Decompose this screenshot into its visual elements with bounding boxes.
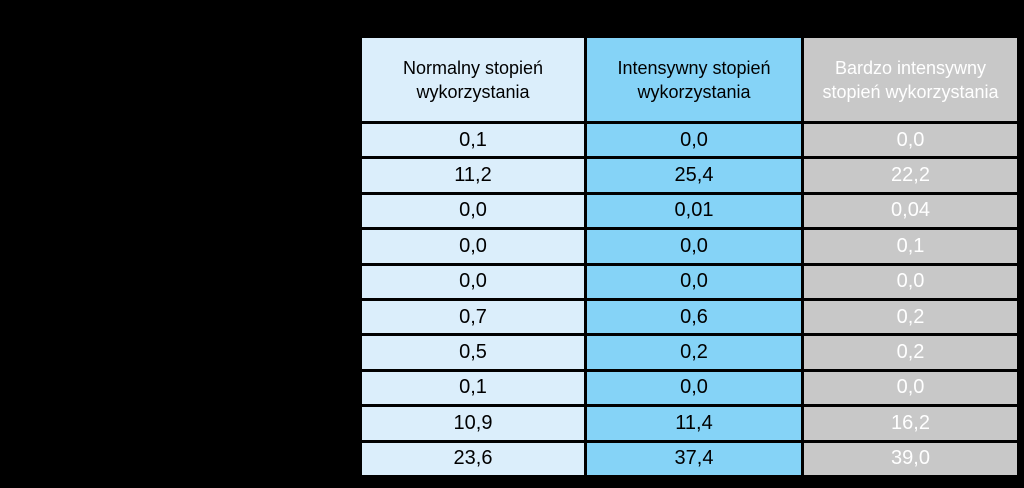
table-cell: 37,4 xyxy=(587,442,804,478)
table-cell: 25,4 xyxy=(587,159,804,195)
table-cell: 0,0 xyxy=(587,265,804,301)
usage-table: Normalny stopień wykorzystania Intensywny… xyxy=(362,38,1020,478)
table-cell: 23,6 xyxy=(362,442,587,478)
column-header-3: Bardzo intensywny stopień wykorzystania xyxy=(804,38,1020,124)
table-cell: 22,2 xyxy=(804,159,1020,195)
column-header-1: Normalny stopień wykorzystania xyxy=(362,38,587,124)
table-cell: 0,2 xyxy=(804,336,1020,372)
table-cell: 0,7 xyxy=(362,300,587,337)
table-cell: 0,1 xyxy=(362,124,587,160)
table-cell: 11,4 xyxy=(587,407,804,443)
table-cell: 11,2 xyxy=(362,159,587,195)
table-cell: 0,2 xyxy=(804,300,1020,337)
table-cell: 0,2 xyxy=(587,336,804,372)
table-cell: 0,1 xyxy=(804,230,1020,266)
table-cell: 0,0 xyxy=(362,265,587,301)
column-header-2: Intensywny stopień wykorzystania xyxy=(587,38,804,124)
table-cell: 0,0 xyxy=(587,230,804,266)
table-cell: 39,0 xyxy=(804,442,1020,478)
table-cell: 0,0 xyxy=(587,124,804,160)
table-cell: 0,0 xyxy=(804,371,1020,408)
table-cell: 0,0 xyxy=(587,371,804,408)
table-cell: 0,04 xyxy=(804,194,1020,231)
table-cell: 0,01 xyxy=(587,194,804,231)
table-cell: 0,0 xyxy=(362,230,587,266)
table-cell: 0,5 xyxy=(362,336,587,372)
table-cell: 10,9 xyxy=(362,407,587,443)
table-cell: 16,2 xyxy=(804,407,1020,443)
table-cell: 0,0 xyxy=(804,124,1020,160)
table-cell: 0,1 xyxy=(362,371,587,408)
table-cell: 0,6 xyxy=(587,300,804,337)
table-cell: 0,0 xyxy=(804,265,1020,301)
table-cell: 0,0 xyxy=(362,194,587,231)
